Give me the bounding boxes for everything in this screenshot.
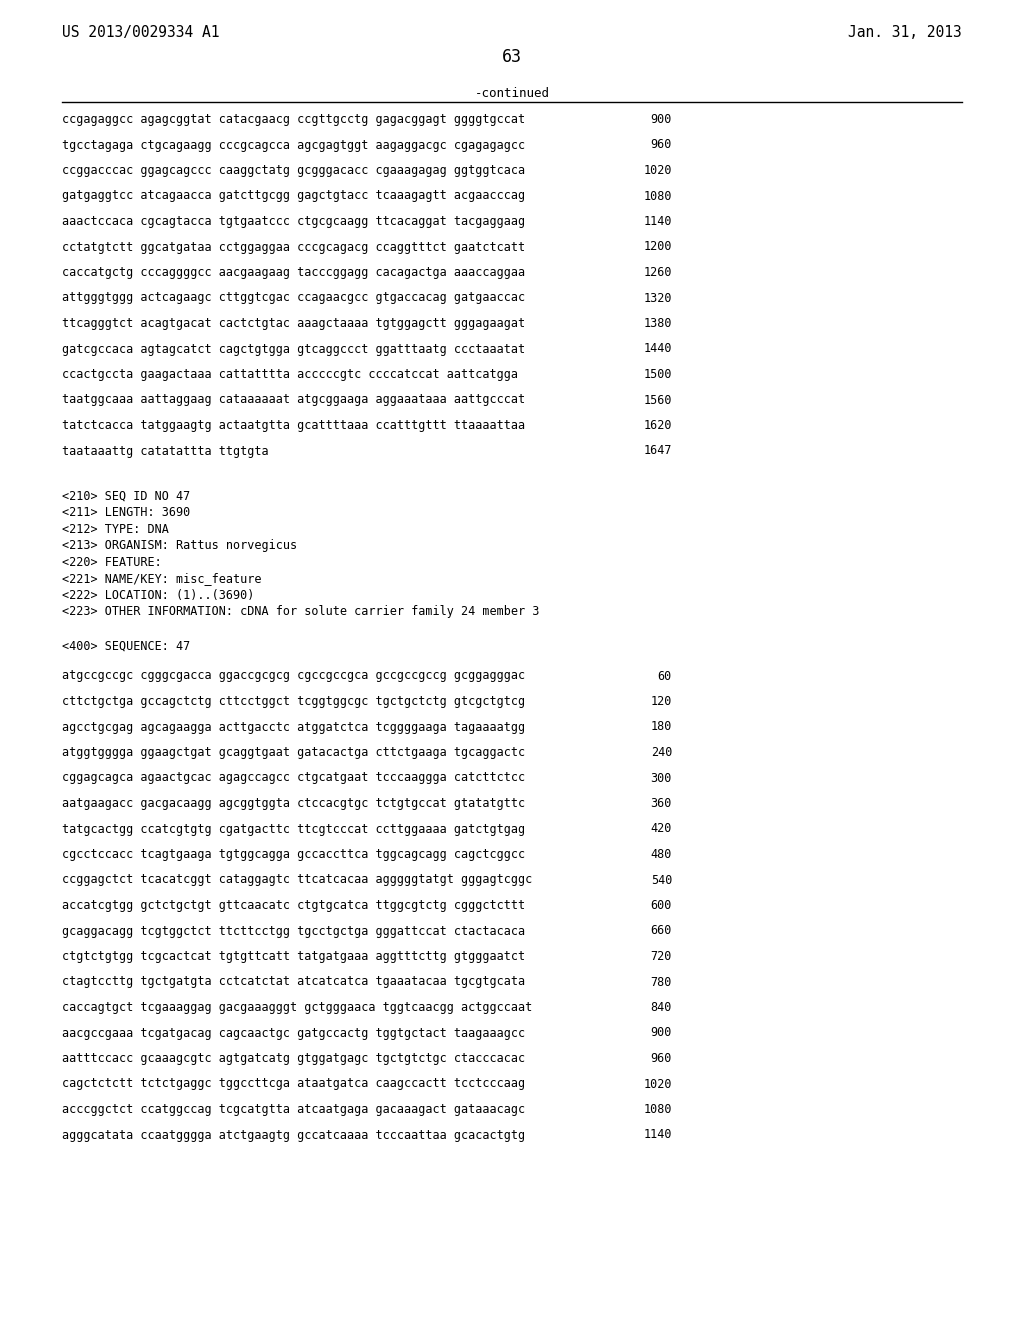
Text: 1200: 1200 [643,240,672,253]
Text: attgggtggg actcagaagc cttggtcgac ccagaacgcc gtgaccacag gatgaaccac: attgggtggg actcagaagc cttggtcgac ccagaac… [62,292,525,305]
Text: -continued: -continued [474,87,550,100]
Text: 300: 300 [650,771,672,784]
Text: ctgtctgtgg tcgcactcat tgtgttcatt tatgatgaaa aggtttcttg gtgggaatct: ctgtctgtgg tcgcactcat tgtgttcatt tatgatg… [62,950,525,964]
Text: 960: 960 [650,1052,672,1065]
Text: taataaattg catatattta ttgtgta: taataaattg catatattta ttgtgta [62,445,268,458]
Text: 660: 660 [650,924,672,937]
Text: 540: 540 [650,874,672,887]
Text: 600: 600 [650,899,672,912]
Text: aatgaagacc gacgacaagg agcggtggta ctccacgtgc tctgtgccat gtatatgttc: aatgaagacc gacgacaagg agcggtggta ctccacg… [62,797,525,810]
Text: 900: 900 [650,114,672,125]
Text: 840: 840 [650,1001,672,1014]
Text: 60: 60 [657,669,672,682]
Text: tgcctagaga ctgcagaagg cccgcagcca agcgagtggt aagaggacgc cgagagagcc: tgcctagaga ctgcagaagg cccgcagcca agcgagt… [62,139,525,152]
Text: 360: 360 [650,797,672,810]
Text: 960: 960 [650,139,672,152]
Text: <223> OTHER INFORMATION: cDNA for solute carrier family 24 member 3: <223> OTHER INFORMATION: cDNA for solute… [62,606,540,619]
Text: 63: 63 [502,48,522,66]
Text: caccagtgct tcgaaaggag gacgaaagggt gctgggaaca tggtcaacgg actggccaat: caccagtgct tcgaaaggag gacgaaagggt gctggg… [62,1001,532,1014]
Text: 1260: 1260 [643,267,672,279]
Text: 1080: 1080 [643,1104,672,1115]
Text: caccatgctg cccaggggcc aacgaagaag tacccggagg cacagactga aaaccaggaa: caccatgctg cccaggggcc aacgaagaag tacccgg… [62,267,525,279]
Text: 1440: 1440 [643,342,672,355]
Text: <213> ORGANISM: Rattus norvegicus: <213> ORGANISM: Rattus norvegicus [62,540,297,553]
Text: 1140: 1140 [643,1129,672,1142]
Text: tatgcactgg ccatcgtgtg cgatgacttc ttcgtcccat ccttggaaaa gatctgtgag: tatgcactgg ccatcgtgtg cgatgacttc ttcgtcc… [62,822,525,836]
Text: agcctgcgag agcagaagga acttgacctc atggatctca tcggggaaga tagaaaatgg: agcctgcgag agcagaagga acttgacctc atggatc… [62,721,525,734]
Text: <210> SEQ ID NO 47: <210> SEQ ID NO 47 [62,490,190,503]
Text: 1380: 1380 [643,317,672,330]
Text: 1620: 1620 [643,418,672,432]
Text: 900: 900 [650,1027,672,1040]
Text: aatttccacc gcaaagcgtc agtgatcatg gtggatgagc tgctgtctgc ctacccacac: aatttccacc gcaaagcgtc agtgatcatg gtggatg… [62,1052,525,1065]
Text: atgccgccgc cgggcgacca ggaccgcgcg cgccgccgca gccgccgccg gcggagggac: atgccgccgc cgggcgacca ggaccgcgcg cgccgcc… [62,669,525,682]
Text: cggagcagca agaactgcac agagccagcc ctgcatgaat tcccaaggga catcttctcc: cggagcagca agaactgcac agagccagcc ctgcatg… [62,771,525,784]
Text: gatgaggtcc atcagaacca gatcttgcgg gagctgtacc tcaaagagtt acgaacccag: gatgaggtcc atcagaacca gatcttgcgg gagctgt… [62,190,525,202]
Text: taatggcaaa aattaggaag cataaaaaat atgcggaaga aggaaataaa aattgcccat: taatggcaaa aattaggaag cataaaaaat atgcgga… [62,393,525,407]
Text: ccgagaggcc agagcggtat catacgaacg ccgttgcctg gagacggagt ggggtgccat: ccgagaggcc agagcggtat catacgaacg ccgttgc… [62,114,525,125]
Text: 720: 720 [650,950,672,964]
Text: aaactccaca cgcagtacca tgtgaatccc ctgcgcaagg ttcacaggat tacgaggaag: aaactccaca cgcagtacca tgtgaatccc ctgcgca… [62,215,525,228]
Text: <222> LOCATION: (1)..(3690): <222> LOCATION: (1)..(3690) [62,589,254,602]
Text: 1500: 1500 [643,368,672,381]
Text: accatcgtgg gctctgctgt gttcaacatc ctgtgcatca ttggcgtctg cgggctcttt: accatcgtgg gctctgctgt gttcaacatc ctgtgca… [62,899,525,912]
Text: Jan. 31, 2013: Jan. 31, 2013 [848,25,962,40]
Text: <212> TYPE: DNA: <212> TYPE: DNA [62,523,169,536]
Text: cctatgtctt ggcatgataa cctggaggaa cccgcagacg ccaggtttct gaatctcatt: cctatgtctt ggcatgataa cctggaggaa cccgcag… [62,240,525,253]
Text: gcaggacagg tcgtggctct ttcttcctgg tgcctgctga gggattccat ctactacaca: gcaggacagg tcgtggctct ttcttcctgg tgcctgc… [62,924,525,937]
Text: 240: 240 [650,746,672,759]
Text: <211> LENGTH: 3690: <211> LENGTH: 3690 [62,507,190,520]
Text: acccggctct ccatggccag tcgcatgtta atcaatgaga gacaaagact gataaacagc: acccggctct ccatggccag tcgcatgtta atcaatg… [62,1104,525,1115]
Text: agggcatata ccaatgggga atctgaagtg gccatcaaaa tcccaattaa gcacactgtg: agggcatata ccaatgggga atctgaagtg gccatca… [62,1129,525,1142]
Text: 1020: 1020 [643,1077,672,1090]
Text: 1080: 1080 [643,190,672,202]
Text: 1020: 1020 [643,164,672,177]
Text: 1647: 1647 [643,445,672,458]
Text: <220> FEATURE:: <220> FEATURE: [62,556,162,569]
Text: tatctcacca tatggaagtg actaatgtta gcattttaaa ccatttgttt ttaaaattaa: tatctcacca tatggaagtg actaatgtta gcatttt… [62,418,525,432]
Text: 1140: 1140 [643,215,672,228]
Text: 420: 420 [650,822,672,836]
Text: cagctctctt tctctgaggc tggccttcga ataatgatca caagccactt tcctcccaag: cagctctctt tctctgaggc tggccttcga ataatga… [62,1077,525,1090]
Text: gatcgccaca agtagcatct cagctgtgga gtcaggccct ggatttaatg ccctaaatat: gatcgccaca agtagcatct cagctgtgga gtcaggc… [62,342,525,355]
Text: 480: 480 [650,847,672,861]
Text: aacgccgaaa tcgatgacag cagcaactgc gatgccactg tggtgctact taagaaagcc: aacgccgaaa tcgatgacag cagcaactgc gatgcca… [62,1027,525,1040]
Text: cgcctccacc tcagtgaaga tgtggcagga gccaccttca tggcagcagg cagctcggcc: cgcctccacc tcagtgaaga tgtggcagga gccacct… [62,847,525,861]
Text: ccactgccta gaagactaaa cattatttta acccccgtc ccccatccat aattcatgga: ccactgccta gaagactaaa cattatttta acccccg… [62,368,518,381]
Text: 1560: 1560 [643,393,672,407]
Text: ttcagggtct acagtgacat cactctgtac aaagctaaaa tgtggagctt gggagaagat: ttcagggtct acagtgacat cactctgtac aaagcta… [62,317,525,330]
Text: US 2013/0029334 A1: US 2013/0029334 A1 [62,25,219,40]
Text: 1320: 1320 [643,292,672,305]
Text: ccggagctct tcacatcggt cataggagtc ttcatcacaa agggggtatgt gggagtcggc: ccggagctct tcacatcggt cataggagtc ttcatca… [62,874,532,887]
Text: <400> SEQUENCE: 47: <400> SEQUENCE: 47 [62,640,190,653]
Text: atggtgggga ggaagctgat gcaggtgaat gatacactga cttctgaaga tgcaggactc: atggtgggga ggaagctgat gcaggtgaat gatacac… [62,746,525,759]
Text: 120: 120 [650,696,672,708]
Text: 780: 780 [650,975,672,989]
Text: <221> NAME/KEY: misc_feature: <221> NAME/KEY: misc_feature [62,573,261,586]
Text: ctagtccttg tgctgatgta cctcatctat atcatcatca tgaaatacaa tgcgtgcata: ctagtccttg tgctgatgta cctcatctat atcatca… [62,975,525,989]
Text: 180: 180 [650,721,672,734]
Text: ccggacccac ggagcagccc caaggctatg gcgggacacc cgaaagagag ggtggtcaca: ccggacccac ggagcagccc caaggctatg gcgggac… [62,164,525,177]
Text: cttctgctga gccagctctg cttcctggct tcggtggcgc tgctgctctg gtcgctgtcg: cttctgctga gccagctctg cttcctggct tcggtgg… [62,696,525,708]
